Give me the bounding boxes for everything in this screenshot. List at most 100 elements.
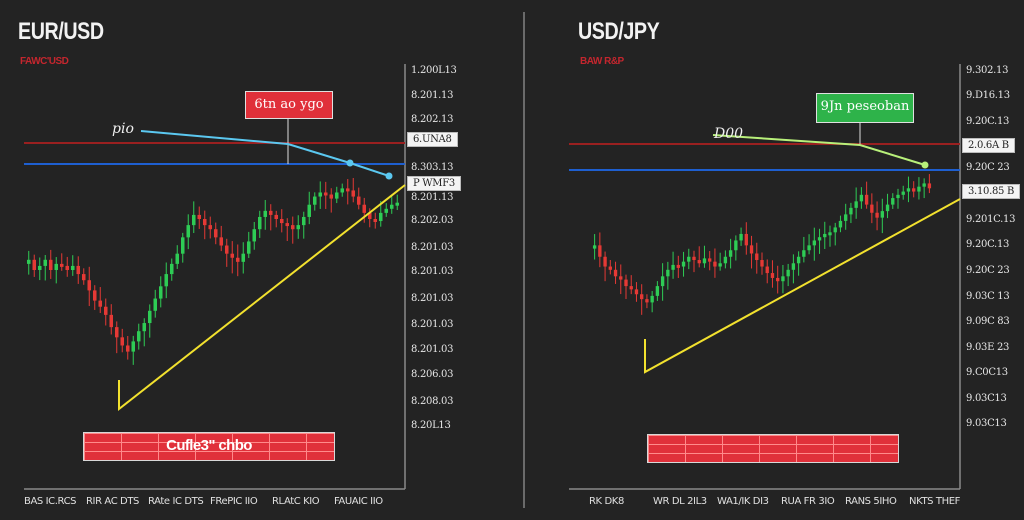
candle-up <box>296 225 301 230</box>
candle-down <box>645 299 649 303</box>
eurusd-candlestick-chart[interactable] <box>0 0 520 520</box>
candle-up <box>307 204 312 217</box>
candle-down <box>208 225 213 230</box>
price-tick-label: 8.201.03 <box>411 319 454 330</box>
price-tick-label: 8.201.13 <box>411 192 454 203</box>
time-tick-label: FRePIC IIO <box>210 496 258 507</box>
candle-down <box>927 183 932 189</box>
price-tick-label: 9.D16.13 <box>966 90 1010 101</box>
candle-up <box>922 183 926 187</box>
candle-down <box>755 253 759 261</box>
candle-down <box>765 266 769 274</box>
candle-down <box>713 261 717 267</box>
candle-down <box>92 290 97 301</box>
arrow-head-icon <box>346 159 354 167</box>
candle-down <box>103 306 108 315</box>
candle-up <box>885 204 890 212</box>
candle-up <box>849 207 853 215</box>
candle-up <box>660 276 665 287</box>
candle-up <box>802 250 806 257</box>
price-tick-label: 9.03C13 <box>966 418 1007 429</box>
candle-down <box>676 264 680 268</box>
candle-down <box>634 289 639 295</box>
candle-up <box>739 233 743 241</box>
candle-down <box>776 277 780 282</box>
candle-up <box>807 245 811 251</box>
candle-up <box>723 256 728 264</box>
candle-up <box>702 258 707 264</box>
candle-down <box>373 219 378 222</box>
candle-down <box>87 280 92 291</box>
candle-up <box>833 227 837 233</box>
candle-up <box>384 208 389 213</box>
price-tick-label: 9.09C 83 <box>966 316 1010 327</box>
candle-down <box>323 192 328 196</box>
candle-down <box>65 265 70 270</box>
trendline[interactable] <box>118 184 406 412</box>
candle-down <box>114 327 119 338</box>
candle-down <box>120 337 125 346</box>
candle-up <box>859 194 864 202</box>
price-tick-label: 8.201.03 <box>411 242 454 253</box>
panel-divider <box>523 12 525 508</box>
candle-up <box>180 237 185 254</box>
chart-subtitle: BAW R&P <box>580 56 624 67</box>
candle-up <box>158 286 163 299</box>
candle-up <box>681 261 686 267</box>
volume-banner <box>647 434 899 463</box>
usdjpy-candlestick-chart[interactable] <box>526 0 1024 520</box>
trendline[interactable] <box>644 198 961 374</box>
time-tick-label: RLAtC KIO <box>272 496 320 507</box>
candle-up <box>828 232 832 236</box>
eurusd-panel: EUR/USD FAWC'USD pio 6tn ao ygo 1.200L13… <box>0 0 520 520</box>
candle-up <box>318 192 323 197</box>
candle-up <box>175 253 180 264</box>
candle-up <box>164 274 169 287</box>
time-tick-label: RK DK8 <box>589 496 624 507</box>
candle-down <box>274 214 279 219</box>
candle-up <box>37 265 42 270</box>
candle-up <box>734 240 738 251</box>
candle-down <box>770 273 775 278</box>
price-tick-label: 8.201.03 <box>411 344 454 355</box>
annotation-label: D00 <box>714 126 744 142</box>
candle-up <box>142 323 147 332</box>
candle-down <box>290 225 295 230</box>
price-tag-label: 2.0.6A B <box>962 138 1015 153</box>
candle-down <box>351 190 356 197</box>
candle-up <box>389 204 394 209</box>
candle-down <box>230 253 235 258</box>
candle-up <box>592 245 597 249</box>
candle-down <box>744 233 748 246</box>
candle-up <box>687 256 691 262</box>
callout-box: 6tn ao ygo <box>245 91 333 119</box>
candle-down <box>345 188 350 192</box>
price-tick-label: 8.202.03 <box>411 215 454 226</box>
price-tick-label: 9.03C13 <box>966 393 1007 404</box>
price-tick-label: 9.20C.13 <box>966 239 1010 250</box>
candle-up <box>891 198 895 205</box>
candle-up <box>263 210 268 217</box>
price-tick-label: 9.20C 23 <box>966 162 1010 173</box>
candle-down <box>109 314 114 328</box>
candle-up <box>781 276 785 282</box>
price-tick-label: 8.208.03 <box>411 396 454 407</box>
candle-down <box>219 237 224 246</box>
price-tick-label: 9.20C 23 <box>966 265 1010 276</box>
candle-up <box>147 310 152 324</box>
candle-down <box>692 256 696 261</box>
candle-up <box>257 216 262 230</box>
candle-down <box>870 204 874 213</box>
candle-down <box>268 210 273 215</box>
candle-up <box>838 220 843 228</box>
candle-up <box>796 256 801 264</box>
candle-down <box>76 265 81 275</box>
price-tick-label: 9.03C 13 <box>966 291 1010 302</box>
price-tag-label: 6.UNA8 <box>407 132 458 147</box>
time-tick-label: BAS IC.RCS <box>24 496 77 507</box>
price-tick-label: 9.03E 23 <box>966 342 1010 353</box>
candle-up <box>671 264 675 270</box>
candle-down <box>708 258 712 262</box>
annotation-label: pio <box>112 121 134 137</box>
candle-up <box>378 212 383 222</box>
